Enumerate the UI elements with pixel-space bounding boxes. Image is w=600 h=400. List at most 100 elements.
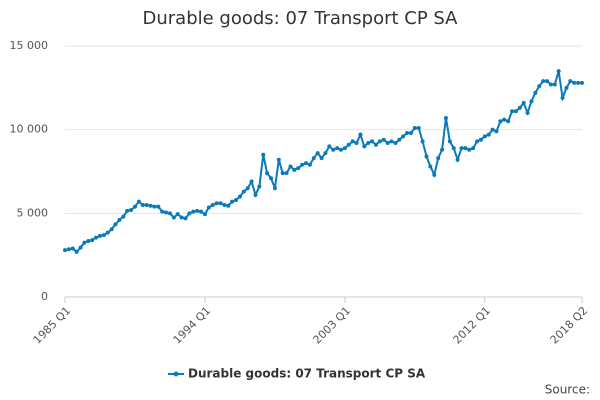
point xyxy=(455,157,460,162)
point xyxy=(572,80,577,85)
point xyxy=(125,208,130,213)
x-tick-label: 2012 Q1 xyxy=(451,304,494,347)
point xyxy=(346,142,351,147)
point xyxy=(436,156,441,161)
point xyxy=(94,235,99,240)
point xyxy=(261,152,266,157)
point xyxy=(354,141,359,146)
point xyxy=(533,90,538,95)
point xyxy=(327,144,332,149)
point xyxy=(253,192,258,197)
point xyxy=(129,207,134,212)
point xyxy=(373,142,378,147)
point xyxy=(408,131,413,136)
point xyxy=(101,233,106,238)
point xyxy=(187,211,192,216)
point xyxy=(206,205,211,210)
point xyxy=(66,247,71,252)
point xyxy=(331,147,336,152)
point xyxy=(498,119,503,124)
point xyxy=(428,164,433,169)
point xyxy=(529,99,534,104)
point xyxy=(218,201,223,206)
point xyxy=(576,80,581,85)
point xyxy=(440,147,445,152)
point xyxy=(284,171,289,176)
point xyxy=(482,134,487,139)
point xyxy=(237,194,242,199)
point xyxy=(214,201,219,206)
point xyxy=(300,162,305,167)
point xyxy=(109,227,114,232)
point xyxy=(323,151,328,156)
y-tick-label: 10 000 xyxy=(10,123,49,136)
point xyxy=(521,100,526,105)
point xyxy=(132,204,137,209)
point xyxy=(276,157,281,162)
point xyxy=(319,156,324,161)
point xyxy=(459,146,464,151)
point xyxy=(389,139,394,144)
point xyxy=(167,211,172,216)
point xyxy=(443,115,448,120)
point xyxy=(117,218,122,223)
point xyxy=(545,79,550,84)
point xyxy=(183,216,188,221)
point xyxy=(490,127,495,132)
point xyxy=(471,146,476,151)
point xyxy=(144,202,149,207)
point xyxy=(113,222,118,227)
legend-marker xyxy=(173,371,179,377)
point xyxy=(366,141,371,146)
point xyxy=(226,203,231,208)
y-tick-label: 0 xyxy=(41,290,48,303)
chart-title: Durable goods: 07 Transport CP SA xyxy=(143,8,459,29)
point xyxy=(97,233,102,238)
point xyxy=(405,131,410,136)
point xyxy=(234,197,239,202)
point xyxy=(311,156,316,161)
point xyxy=(288,164,293,169)
point xyxy=(494,129,499,134)
point xyxy=(202,212,207,217)
point xyxy=(451,146,456,151)
point xyxy=(199,209,204,214)
point xyxy=(580,80,584,85)
point xyxy=(140,202,145,207)
point xyxy=(486,132,491,137)
x-tick-label: 2018 Q2 xyxy=(548,304,591,347)
point xyxy=(121,214,126,219)
line xyxy=(64,70,582,254)
point xyxy=(148,203,153,208)
y-tick-label: 5 000 xyxy=(17,206,49,219)
point xyxy=(105,230,110,235)
point xyxy=(63,248,67,253)
point xyxy=(210,202,215,207)
point xyxy=(70,246,75,251)
point xyxy=(381,137,386,142)
point xyxy=(307,162,312,167)
point xyxy=(164,210,169,215)
point xyxy=(338,147,343,152)
point xyxy=(342,146,347,151)
point xyxy=(401,134,406,139)
point xyxy=(358,132,363,137)
point xyxy=(552,82,557,87)
point xyxy=(517,105,522,110)
point xyxy=(447,139,452,144)
point xyxy=(420,139,425,144)
point xyxy=(424,154,429,159)
point xyxy=(412,125,417,130)
point xyxy=(257,184,262,189)
point xyxy=(548,82,553,87)
point xyxy=(280,171,285,176)
point xyxy=(370,139,375,144)
point xyxy=(265,171,270,176)
point xyxy=(537,84,542,89)
point xyxy=(272,186,277,191)
x-tick-label: 1985 Q1 xyxy=(31,304,74,347)
x-tick-label: 2003 Q1 xyxy=(311,304,354,347)
y-tick-label: 15 000 xyxy=(10,39,49,52)
point xyxy=(513,109,518,114)
point xyxy=(393,141,398,146)
